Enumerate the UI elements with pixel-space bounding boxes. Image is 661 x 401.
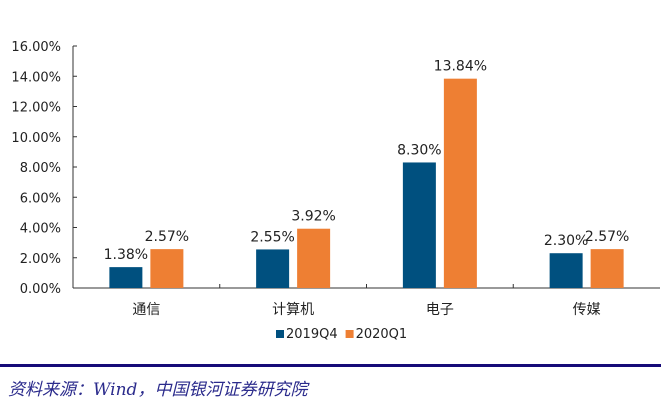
legend-swatch (276, 330, 284, 338)
category-label: 通信 (132, 302, 160, 318)
bar-2019Q4 (109, 267, 143, 288)
data-label: 13.84% (434, 59, 487, 75)
bar-2020Q1 (150, 249, 184, 288)
category-label: 传媒 (573, 302, 601, 318)
data-label: 2.55% (250, 229, 294, 245)
bar-2019Q4 (256, 249, 290, 288)
y-tick-label: 12.00% (11, 101, 61, 116)
category-label: 计算机 (272, 302, 314, 318)
bar-2019Q4 (402, 162, 436, 288)
legend-label: 2020Q1 (356, 327, 408, 342)
legend-swatch (345, 330, 354, 338)
y-tick-label: 8.00% (20, 161, 61, 176)
separator-rule (0, 364, 661, 367)
y-tick-label: 2.00% (20, 252, 61, 267)
y-tick-label: 4.00% (20, 222, 61, 237)
source-note: 资料来源：Wind，中国银河证券研究院 (8, 380, 308, 400)
data-label: 8.30% (397, 142, 441, 158)
bar-2020Q1 (590, 249, 624, 288)
y-tick-label: 10.00% (11, 131, 61, 146)
legend-label: 2019Q4 (286, 327, 338, 342)
y-tick-label: 6.00% (20, 191, 61, 206)
y-tick-label: 0.00% (20, 282, 61, 297)
bar-chart: 0.00% 2.00% 4.00% 6.00% 8.00% 10.00% 12.00% 14.… (11, 40, 660, 342)
data-label: 2.30% (544, 233, 588, 249)
y-tick-label: 14.00% (11, 70, 61, 85)
data-label: 2.57% (145, 229, 189, 245)
data-label: 1.38% (104, 247, 148, 263)
bar-2020Q1 (443, 78, 477, 288)
data-label: 3.92% (291, 209, 335, 225)
bar-2020Q1 (297, 228, 331, 288)
bar-2019Q4 (549, 253, 583, 288)
data-label: 2.57% (585, 229, 629, 245)
y-tick-label: 16.00% (11, 40, 61, 55)
category-label: 电子 (426, 302, 454, 318)
